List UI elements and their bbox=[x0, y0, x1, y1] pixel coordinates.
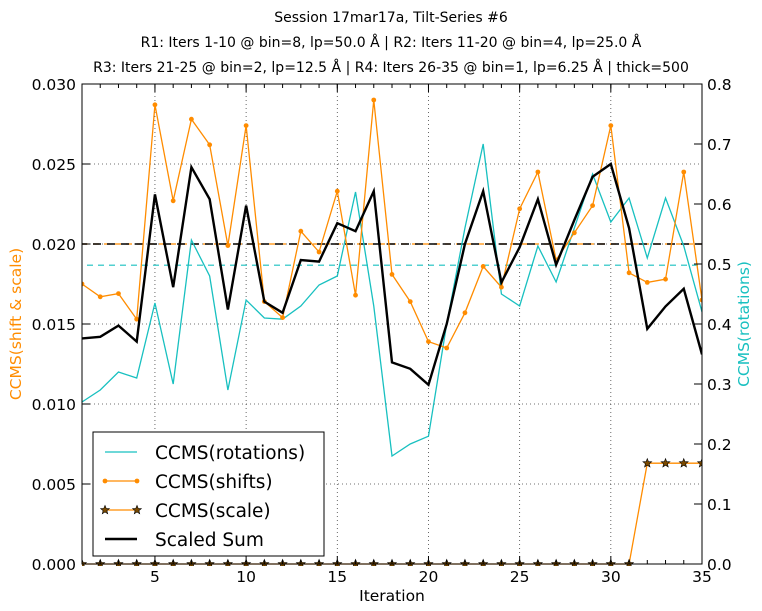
scale-point bbox=[678, 457, 689, 468]
shifts-point bbox=[170, 198, 176, 204]
shifts-point bbox=[334, 188, 340, 194]
shifts-point bbox=[298, 228, 304, 234]
shifts-point bbox=[590, 203, 595, 209]
shifts-point bbox=[663, 276, 668, 282]
legend-label-scaled-sum: Scaled Sum bbox=[155, 530, 264, 551]
x-tick-label: 20 bbox=[419, 568, 439, 586]
y-axis-label-left: CCMS(shift & scale) bbox=[7, 248, 25, 400]
title-line-3: R3: Iters 21-25 @ bin=2, lp=12.5 Å | R4:… bbox=[93, 59, 689, 76]
legend-marker-ccms-shifts bbox=[102, 478, 108, 484]
y-right-tick-label: 0.3 bbox=[707, 376, 732, 394]
shifts-point bbox=[699, 297, 702, 303]
y-left-tick-label: 0.020 bbox=[32, 236, 76, 254]
chart-title: Session 17mar17a, Tilt-Series #6 R1: Ite… bbox=[93, 10, 689, 76]
shifts-point bbox=[225, 243, 231, 249]
shifts-point bbox=[535, 169, 541, 175]
y-right-tick-label: 0.0 bbox=[707, 556, 732, 574]
shifts-point bbox=[517, 206, 523, 212]
x-tick-label: 25 bbox=[510, 568, 530, 586]
shifts-point bbox=[243, 123, 249, 128]
y-axis-label-right: CCMS(rotations) bbox=[735, 261, 753, 387]
legend-label-ccms-rotations: CCMS(rotations) bbox=[155, 443, 305, 464]
reference-lines bbox=[82, 243, 702, 266]
shifts-point bbox=[316, 249, 322, 255]
y-left-tick-label: 0.025 bbox=[32, 156, 76, 174]
legend-marker-ccms-scale bbox=[99, 504, 111, 515]
shifts-point bbox=[207, 142, 213, 148]
shifts-point bbox=[389, 272, 395, 277]
scale-point bbox=[696, 457, 702, 468]
y-left-tick-label: 0.010 bbox=[32, 396, 76, 414]
y-right-tick-label: 0.2 bbox=[707, 436, 732, 454]
scale-point bbox=[660, 457, 671, 468]
title-line-2: R1: Iters 1-10 @ bin=8, lp=50.0 Å | R2: … bbox=[141, 34, 642, 51]
legend-marker-ccms-scale bbox=[131, 504, 143, 515]
shifts-point bbox=[426, 339, 431, 344]
shifts-point bbox=[626, 270, 632, 276]
x-axis-label: Iteration bbox=[359, 587, 425, 605]
series-line-ccms-shifts bbox=[82, 99, 702, 349]
y-right-tick-label: 0.4 bbox=[707, 316, 732, 334]
shifts-point bbox=[462, 310, 468, 316]
series-line-ccms-rotations bbox=[82, 143, 702, 458]
axis-ticks bbox=[81, 83, 703, 565]
x-tick-label: 35 bbox=[692, 568, 712, 586]
y-right-tick-label: 0.5 bbox=[707, 256, 732, 274]
tick-labels: 5 10 15 20 25 30 35 0.000 0.005 0.010 0.015 0.020 0.… bbox=[32, 76, 732, 586]
series-line-scaled-sum bbox=[82, 162, 702, 387]
series-scaled-sum bbox=[82, 162, 702, 387]
x-tick-label: 30 bbox=[601, 568, 621, 586]
y-left-tick-label: 0.015 bbox=[32, 316, 76, 334]
legend: CCMS(rotations) CCMS(shifts) CCMS(scale) Sc… bbox=[92, 431, 325, 557]
shifts-point bbox=[407, 299, 413, 304]
x-tick-label: 15 bbox=[327, 568, 347, 586]
x-tick-label: 5 bbox=[150, 568, 160, 586]
y-right-tick-label: 0.6 bbox=[707, 196, 732, 214]
legend-label-ccms-scale: CCMS(scale) bbox=[155, 501, 271, 522]
shifts-point bbox=[480, 264, 486, 269]
y-left-tick-label: 0.005 bbox=[32, 476, 76, 494]
legend-marker-ccms-shifts bbox=[134, 478, 140, 484]
shifts-point bbox=[82, 281, 85, 287]
y-right-tick-label: 0.7 bbox=[707, 136, 732, 154]
legend-box bbox=[92, 431, 325, 557]
y-left-tick-label: 0.000 bbox=[32, 556, 76, 574]
shifts-point bbox=[152, 102, 158, 108]
legend-label-ccms-shifts: CCMS(shifts) bbox=[155, 472, 273, 493]
shifts-point bbox=[681, 169, 687, 175]
shifts-point bbox=[189, 116, 194, 122]
y-left-tick-label: 0.030 bbox=[32, 76, 76, 94]
shifts-point bbox=[116, 291, 121, 296]
shifts-point bbox=[371, 97, 377, 103]
shifts-point bbox=[353, 292, 358, 298]
shifts-point bbox=[97, 294, 103, 300]
y-right-tick-label: 0.1 bbox=[707, 496, 732, 514]
x-tick-label: 10 bbox=[236, 568, 256, 586]
shifts-point bbox=[644, 280, 650, 285]
series-ccms-shifts bbox=[82, 97, 702, 351]
y-right-tick-label: 0.8 bbox=[707, 76, 732, 94]
shifts-point bbox=[134, 316, 140, 322]
title-line-1: Session 17mar17a, Tilt-Series #6 bbox=[274, 10, 508, 26]
shifts-point bbox=[280, 315, 285, 320]
shifts-point bbox=[608, 123, 614, 128]
series-ccms-rotations bbox=[82, 143, 702, 458]
scale-point bbox=[642, 457, 653, 468]
shifts-point bbox=[444, 345, 450, 351]
shifts-point bbox=[499, 284, 504, 290]
shifts-point bbox=[571, 230, 577, 236]
